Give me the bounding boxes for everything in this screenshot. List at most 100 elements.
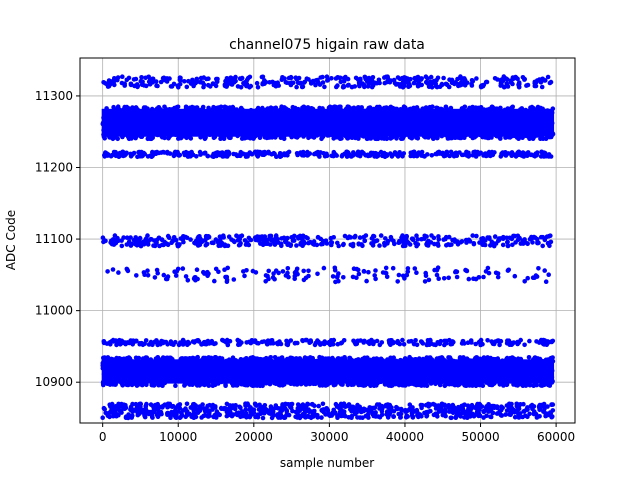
data-point — [436, 276, 442, 282]
data-point — [437, 84, 443, 89]
data-point — [198, 152, 203, 157]
data-point — [117, 337, 122, 343]
data-point — [202, 135, 208, 140]
data-point — [517, 235, 522, 241]
data-point — [128, 235, 133, 240]
data-point — [116, 120, 122, 126]
data-point — [444, 150, 450, 155]
data-point — [496, 109, 502, 115]
data-point — [307, 340, 312, 346]
data-point — [536, 266, 541, 271]
data-point — [460, 106, 465, 111]
data-point — [434, 151, 440, 157]
data-point — [115, 75, 121, 80]
data-point — [135, 117, 141, 122]
data-point — [401, 342, 407, 347]
data-point — [467, 128, 473, 133]
data-point — [136, 242, 142, 247]
data-point — [137, 341, 142, 347]
data-point — [414, 342, 420, 348]
data-point — [350, 121, 356, 127]
data-point — [543, 279, 549, 285]
data-point — [279, 124, 284, 130]
data-point — [398, 152, 404, 157]
data-point — [181, 131, 186, 136]
data-point — [397, 341, 403, 347]
data-point — [257, 149, 263, 155]
data-point — [494, 117, 500, 122]
data-point — [529, 120, 534, 125]
data-point — [391, 77, 397, 83]
data-point — [139, 134, 145, 139]
data-point — [366, 269, 371, 275]
data-point — [313, 82, 318, 88]
data-point — [253, 237, 258, 243]
data-point — [477, 115, 482, 120]
data-point — [285, 270, 290, 276]
data-point — [248, 340, 254, 346]
data-point — [368, 79, 374, 85]
data-point — [190, 120, 195, 125]
data-point — [113, 131, 119, 137]
data-point — [455, 117, 461, 122]
data-point — [382, 80, 388, 86]
data-point — [539, 84, 545, 90]
data-point — [390, 106, 396, 112]
data-point — [471, 149, 476, 155]
data-point — [372, 80, 378, 86]
data-point — [280, 269, 286, 274]
data-point — [310, 78, 316, 84]
data-point — [232, 239, 237, 245]
data-point — [532, 83, 538, 89]
data-point — [496, 338, 501, 343]
data-point — [292, 276, 298, 282]
data-point — [318, 150, 323, 155]
data-point — [177, 81, 183, 87]
data-point — [225, 243, 231, 249]
data-point — [384, 111, 389, 116]
data-point — [507, 126, 512, 132]
data-point — [236, 342, 241, 348]
data-point — [414, 270, 419, 276]
data-point — [130, 105, 135, 110]
data-point — [383, 265, 389, 271]
data-point — [388, 151, 393, 156]
data-point — [330, 126, 335, 132]
data-point — [382, 154, 388, 159]
data-point — [178, 340, 183, 345]
data-point — [418, 339, 424, 344]
data-point — [342, 114, 347, 119]
data-point — [109, 238, 114, 244]
data-point — [173, 273, 179, 278]
data-point — [352, 134, 358, 139]
data-point — [180, 266, 186, 271]
data-point — [394, 127, 400, 133]
data-point — [335, 240, 340, 246]
data-point — [413, 125, 419, 131]
data-point — [218, 136, 223, 141]
data-point — [238, 76, 243, 82]
data-point — [255, 85, 261, 90]
data-point — [235, 117, 240, 122]
data-point — [320, 134, 326, 140]
data-point — [123, 111, 129, 116]
data-point — [283, 106, 289, 111]
data-point — [324, 151, 329, 157]
data-point — [336, 124, 341, 130]
data-point — [168, 129, 173, 134]
data-point — [314, 123, 319, 128]
data-point — [101, 239, 106, 245]
data-point — [334, 84, 339, 90]
data-point — [512, 127, 518, 132]
data-points — [100, 74, 556, 421]
data-point — [391, 340, 396, 345]
data-point — [245, 124, 250, 129]
data-point — [317, 105, 322, 111]
band-points — [101, 74, 554, 90]
data-point — [254, 80, 260, 86]
data-point — [188, 128, 193, 133]
data-point — [529, 104, 535, 110]
data-point — [538, 105, 544, 111]
data-point — [423, 113, 428, 118]
data-point — [419, 82, 425, 88]
